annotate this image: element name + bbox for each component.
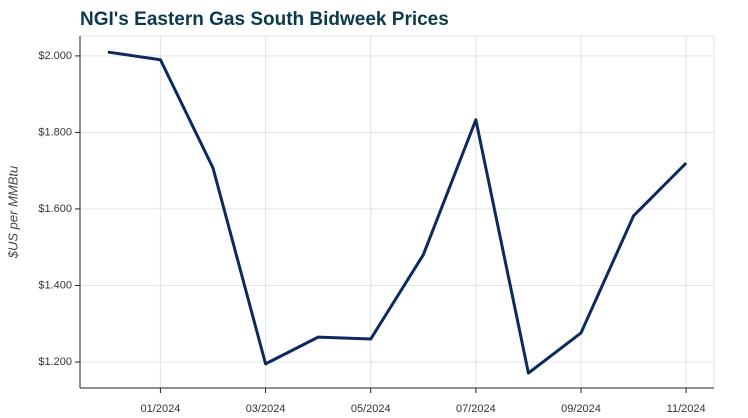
- plot-area: [79, 35, 715, 389]
- y-tick-label: $1.200: [38, 356, 72, 368]
- x-tick-label: 05/2024: [351, 403, 391, 415]
- chart-title: NGI's Eastern Gas South Bidweek Prices: [80, 9, 449, 30]
- y-axis-label: $US per MMBtu: [5, 166, 20, 259]
- x-tick-label: 01/2024: [141, 403, 181, 415]
- x-tick-label: 11/2024: [667, 403, 706, 415]
- y-tick-label: $1.600: [38, 203, 72, 215]
- x-tick-label: 03/2024: [246, 403, 286, 415]
- data-line: [107, 50, 688, 375]
- y-tick-label: $2.000: [38, 50, 72, 62]
- y-tick-label: $1.800: [38, 126, 72, 138]
- y-tick-label: $1.400: [38, 279, 72, 291]
- x-tick-label: 07/2024: [456, 403, 496, 415]
- x-tick-label: 09/2024: [561, 403, 601, 415]
